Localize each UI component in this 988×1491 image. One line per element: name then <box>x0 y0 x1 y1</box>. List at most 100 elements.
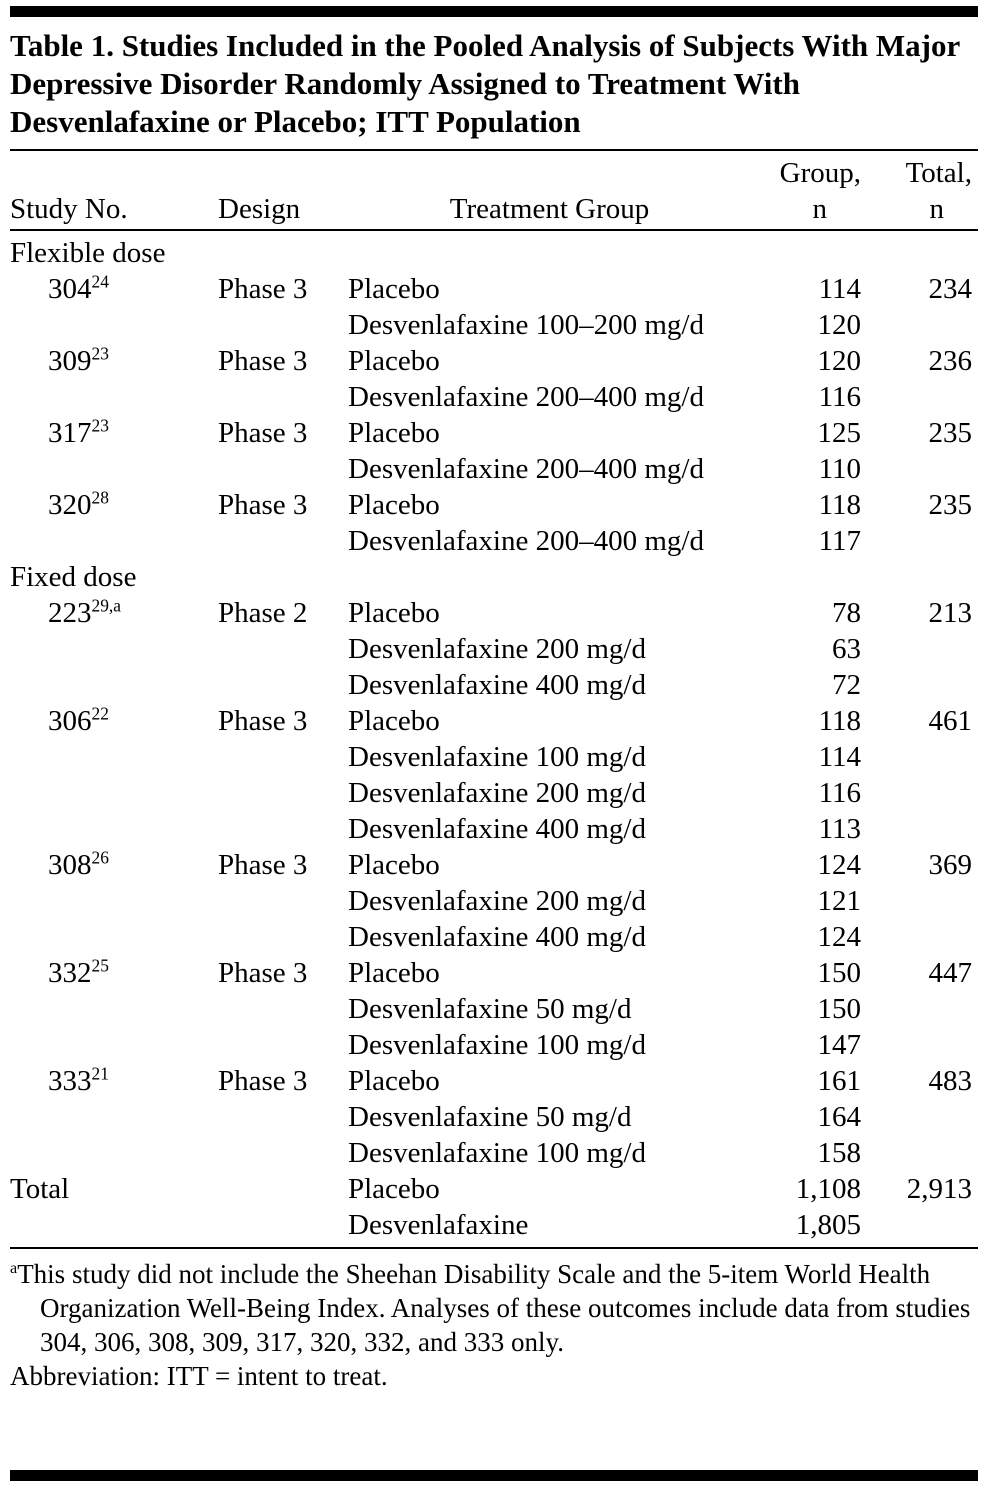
total-n-cell: 369 <box>928 849 973 881</box>
group-n-cell: 164 <box>817 1101 862 1133</box>
design-cell <box>213 1207 343 1243</box>
total-n-cell: 2,913 <box>906 1173 972 1205</box>
total-n-cell <box>861 811 978 847</box>
total-n-cell <box>861 1099 978 1135</box>
citation-superscript: 24 <box>91 271 109 292</box>
col-header-design: Design <box>213 151 343 231</box>
treatment-group-cell: Desvenlafaxine 100 mg/d <box>348 1029 646 1061</box>
table-row: Desvenlafaxine 1,805 <box>10 1207 978 1243</box>
total-n-cell: 235 <box>928 417 973 449</box>
group-n-cell: 113 <box>818 813 861 845</box>
citation-superscript: 23 <box>91 415 109 436</box>
study-no-cell <box>10 523 213 559</box>
total-n-cell <box>861 379 978 415</box>
design-cell <box>213 739 343 775</box>
citation-superscript: 26 <box>91 847 109 868</box>
total-n-cell <box>861 991 978 1027</box>
section-row: Flexible dose <box>10 230 978 271</box>
citation-superscript: 25 <box>91 955 109 976</box>
footnotes-block: aThis study did not include the Sheehan … <box>10 1257 978 1393</box>
group-n-cell: 120 <box>817 309 862 341</box>
group-n-cell: 116 <box>818 777 861 809</box>
group-n-cell: 1,805 <box>795 1209 861 1241</box>
design-cell <box>213 775 343 811</box>
total-n-cell: 236 <box>928 345 973 377</box>
design-cell <box>213 631 343 667</box>
treatment-group-cell: Desvenlafaxine 50 mg/d <box>348 993 632 1025</box>
table-row: Desvenlafaxine 100 mg/d 114 <box>10 739 978 775</box>
table-row: 30923 Phase 3 Placebo 120 236 <box>10 343 978 379</box>
table-row: Desvenlafaxine 200–400 mg/d 110 <box>10 451 978 487</box>
total-n-cell: 235 <box>928 489 973 521</box>
design-cell <box>213 991 343 1027</box>
table-row: Desvenlafaxine 400 mg/d 72 <box>10 667 978 703</box>
design-cell: Phase 3 <box>218 273 308 305</box>
table-title: Table 1. Studies Included in the Pooled … <box>10 28 960 139</box>
total-n-header-line2: n <box>929 193 945 225</box>
title-rule <box>10 149 978 151</box>
study-no-cell <box>10 883 213 919</box>
table-row: 33225 Phase 3 Placebo 150 447 <box>10 955 978 991</box>
group-n-cell: 114 <box>818 273 861 305</box>
citation-superscript: 23 <box>91 343 109 364</box>
total-n-cell: 447 <box>928 957 973 989</box>
table-row: Desvenlafaxine 200–400 mg/d 116 <box>10 379 978 415</box>
total-n-cell <box>861 451 978 487</box>
treatment-group-cell: Desvenlafaxine 100–200 mg/d <box>348 309 704 341</box>
footnote-a-marker: a <box>10 1259 18 1277</box>
total-n-header-line1: Total, <box>905 157 972 189</box>
table-row: Desvenlafaxine 50 mg/d 164 <box>10 1099 978 1135</box>
treatment-group-cell: Placebo <box>348 273 440 305</box>
study-no-cell: 32028 <box>48 487 109 521</box>
table-header: Study No. Design Treatment Group Group, … <box>10 151 978 231</box>
total-n-cell <box>861 775 978 811</box>
table-row: Desvenlafaxine 200–400 mg/d 117 <box>10 523 978 559</box>
group-n-cell: 121 <box>817 885 862 917</box>
total-n-cell <box>861 739 978 775</box>
group-n-cell: 147 <box>817 1029 862 1061</box>
section-label: Flexible dose <box>10 237 166 269</box>
study-no-cell <box>10 379 213 415</box>
table-row: Desvenlafaxine 200 mg/d 121 <box>10 883 978 919</box>
study-no-cell <box>10 1027 213 1063</box>
table-body: Flexible dose 30424 Phase 3 Placebo 114 234 De… <box>10 230 978 1243</box>
study-no-cell <box>10 811 213 847</box>
design-cell <box>213 811 343 847</box>
treatment-group-cell: Placebo <box>348 597 440 629</box>
total-n-cell: 213 <box>928 597 973 629</box>
header-row: Study No. Design Treatment Group Group, … <box>10 151 978 231</box>
table-row: Desvenlafaxine 400 mg/d 124 <box>10 919 978 955</box>
col-header-group-n: Group, n <box>756 151 861 231</box>
table-row: Desvenlafaxine 100 mg/d 147 <box>10 1027 978 1063</box>
design-cell <box>213 883 343 919</box>
group-n-cell: 120 <box>817 345 862 377</box>
treatment-group-cell: Desvenlafaxine 200–400 mg/d <box>348 381 704 413</box>
footnote-rule <box>10 1247 978 1249</box>
study-no-cell <box>10 307 213 343</box>
study-no-cell: Total <box>10 1173 70 1205</box>
study-no-cell <box>10 739 213 775</box>
section-label: Fixed dose <box>10 561 137 593</box>
treatment-group-cell: Placebo <box>348 849 440 881</box>
study-no-cell: 31723 <box>48 415 109 449</box>
table-row: 32028 Phase 3 Placebo 118 235 <box>10 487 978 523</box>
design-cell <box>213 523 343 559</box>
total-n-cell <box>861 883 978 919</box>
group-n-cell: 124 <box>817 921 862 953</box>
table-row: Desvenlafaxine 200 mg/d 116 <box>10 775 978 811</box>
study-no-cell <box>10 919 213 955</box>
study-no-cell: 22329,a <box>48 595 121 629</box>
treatment-group-cell: Placebo <box>348 705 440 737</box>
treatment-group-cell: Desvenlafaxine 400 mg/d <box>348 813 646 845</box>
group-n-cell: 110 <box>818 453 861 485</box>
design-cell <box>213 1099 343 1135</box>
treatment-group-cell: Desvenlafaxine 200–400 mg/d <box>348 453 704 485</box>
top-rule <box>10 6 978 17</box>
design-cell <box>213 919 343 955</box>
design-cell <box>213 451 343 487</box>
table-row: 30826 Phase 3 Placebo 124 369 <box>10 847 978 883</box>
treatment-group-cell: Desvenlafaxine 50 mg/d <box>348 1101 632 1133</box>
treatment-group-cell: Placebo <box>348 1065 440 1097</box>
design-cell <box>213 379 343 415</box>
study-no-cell: 30826 <box>48 847 109 881</box>
